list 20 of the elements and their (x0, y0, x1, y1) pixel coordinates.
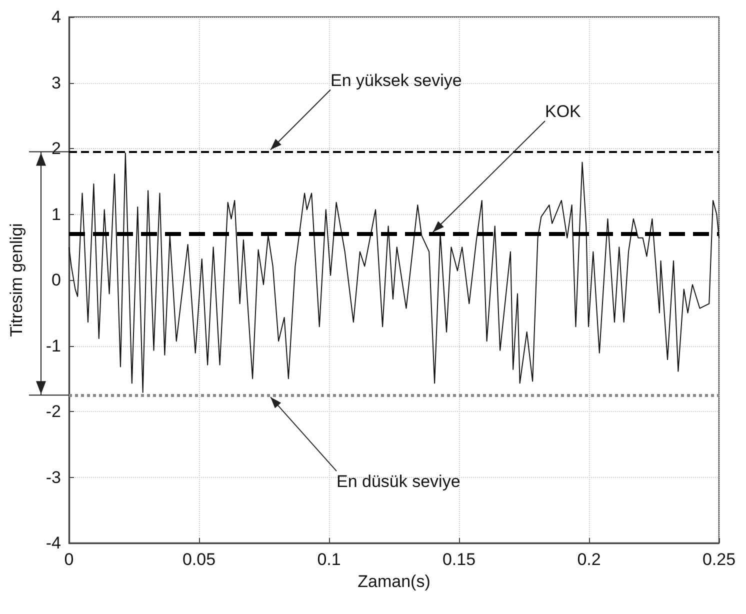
x-tick-label: 0.25 (702, 550, 736, 569)
y-axis-title: Titresim genligi (7, 223, 26, 337)
ref-line-label: KOK (545, 102, 582, 121)
ref-line-label: En düsük seviye (336, 472, 460, 492)
y-tick-label: 1 (52, 204, 61, 224)
y-tick-label: -2 (46, 402, 61, 421)
x-tick-label: 0.1 (317, 550, 341, 569)
y-tick-label: -3 (46, 468, 61, 487)
y-tick-label: 0 (52, 270, 61, 290)
y-tick-label: -4 (46, 534, 61, 552)
line-series (68, 152, 720, 393)
x-tick-label: 0 (64, 550, 74, 569)
ref-line-label: En yüksek seviye (330, 70, 462, 90)
y-tick-label: -1 (46, 336, 61, 356)
x-tick-label: 0.05 (182, 550, 216, 569)
y-tick-label: 3 (52, 73, 61, 92)
x-tick-label: 0.2 (577, 550, 601, 569)
x-tick-label: 0.15 (442, 550, 476, 569)
y-tick-label: 4 (52, 8, 61, 26)
x-axis-title: Zaman(s) (358, 572, 430, 591)
